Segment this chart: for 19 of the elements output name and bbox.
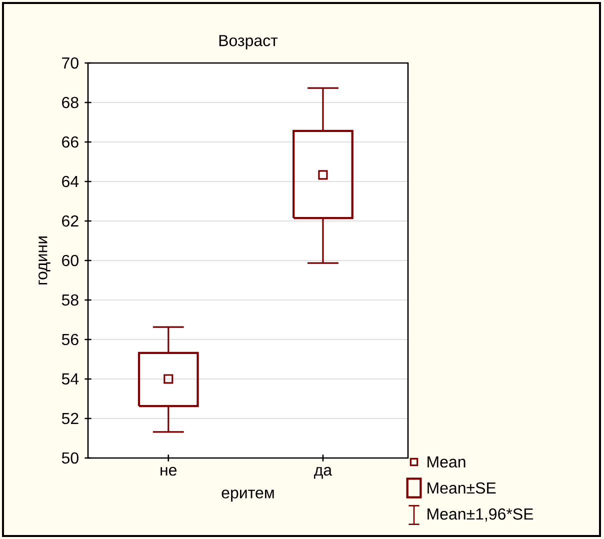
y-tick-label: 56 (62, 334, 78, 346)
text: Mean (428, 456, 466, 468)
y-tick-label: 54 (62, 373, 79, 385)
x-tick-label: да (314, 466, 332, 479)
chart-title: Возраст (219, 35, 278, 50)
y-tick-label: 52 (62, 412, 78, 424)
y-tick-label: 70 (62, 57, 78, 69)
y-tick-label: 66 (62, 136, 78, 148)
text: Mean±SE (428, 482, 496, 494)
y-tick-label: 64 (62, 176, 79, 188)
text: Mean±1,96*SE (428, 508, 534, 522)
y-tick-label: 60 (62, 254, 78, 266)
y-tick-label: 68 (62, 96, 78, 108)
x-axis-title: еритем (222, 490, 274, 502)
y-tick-label: 62 (62, 215, 78, 227)
x-tick-label: не (160, 466, 177, 476)
y-tick-label: 58 (62, 294, 78, 306)
y-tick-label: 50 (62, 452, 78, 464)
y-axis-title: години (38, 236, 50, 284)
